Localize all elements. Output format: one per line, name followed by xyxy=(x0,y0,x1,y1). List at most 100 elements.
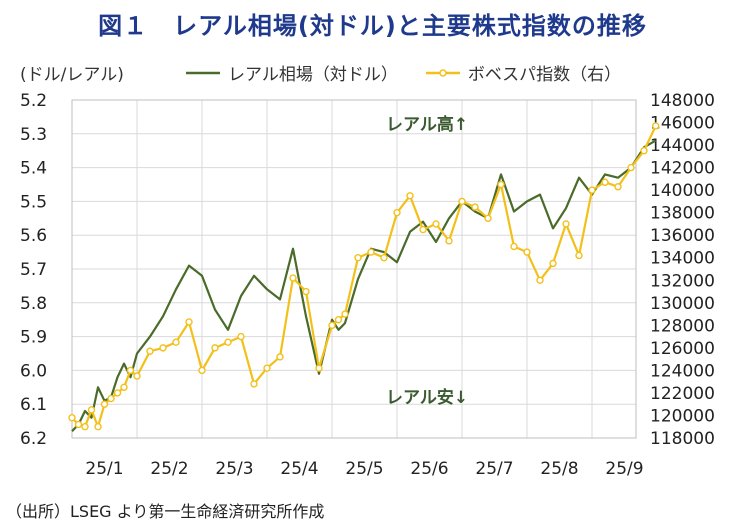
data-point xyxy=(133,372,141,380)
data-point xyxy=(250,380,258,388)
right-tick-label: 124000 xyxy=(650,361,715,381)
data-point xyxy=(185,318,193,326)
right-tick-label: 122000 xyxy=(650,384,715,404)
left-tick-label: 5.9 xyxy=(20,328,47,348)
right-tick-label: 132000 xyxy=(650,271,715,291)
data-point xyxy=(146,347,154,355)
data-point xyxy=(159,344,167,352)
data-point xyxy=(328,321,336,330)
x-tick-label: 25/3 xyxy=(215,459,253,479)
data-point xyxy=(289,274,297,282)
data-point xyxy=(549,259,557,268)
left-axis-unit: (ドル/レアル) xyxy=(20,65,124,85)
data-point xyxy=(113,389,122,397)
data-point xyxy=(393,208,401,217)
left-tick-label: 5.4 xyxy=(20,159,47,179)
data-point xyxy=(406,192,414,200)
right-tick-label: 142000 xyxy=(650,159,715,179)
data-point xyxy=(601,178,609,186)
left-tick-label: 5.8 xyxy=(20,294,47,314)
x-tick-label: 25/7 xyxy=(475,459,513,479)
data-point xyxy=(81,423,89,431)
right-tick-label: 138000 xyxy=(650,204,715,224)
data-point xyxy=(471,203,479,211)
annotation-real-strong: レアル高↑ xyxy=(386,114,468,135)
data-point xyxy=(315,364,323,372)
data-point xyxy=(341,310,349,318)
data-point xyxy=(523,248,531,256)
legend-label-real: レアル相場（対ドル） xyxy=(228,65,398,85)
grid-lines xyxy=(71,99,637,439)
left-tick-label: 5.6 xyxy=(20,226,47,246)
right-tick-label: 130000 xyxy=(650,294,715,314)
x-tick-label: 25/8 xyxy=(540,459,578,479)
legend-line-bovespa-icon xyxy=(425,68,460,77)
data-point xyxy=(640,146,648,155)
right-tick-label: 136000 xyxy=(650,226,715,246)
data-point xyxy=(575,251,583,260)
plot-border xyxy=(71,99,637,439)
left-tick-label: 6.1 xyxy=(20,395,47,415)
left-tick-label: 5.3 xyxy=(20,125,47,145)
x-tick-label: 25/2 xyxy=(150,459,188,479)
right-tick-label: 120000 xyxy=(650,406,715,426)
series-line xyxy=(71,125,657,428)
x-tick-label: 25/9 xyxy=(605,459,643,479)
data-point xyxy=(445,237,453,245)
data-point xyxy=(536,276,544,284)
data-point xyxy=(334,316,343,324)
x-axis-ticks: 25/1 25/2 25/3 25/4 25/5 25/6 25/7 25/8 25/9 xyxy=(85,459,643,479)
data-point xyxy=(100,400,109,408)
series-line xyxy=(71,139,657,432)
legend-item-bovespa: ボベスパ指数（右） xyxy=(425,60,621,85)
data-point xyxy=(68,414,76,422)
source-note: （出所）LSEG より第一生命経済研究所作成 xyxy=(6,502,325,521)
data-point xyxy=(263,364,271,372)
right-tick-label: 148000 xyxy=(650,91,715,111)
series-bovespa xyxy=(68,122,660,431)
data-point xyxy=(354,254,362,262)
data-point xyxy=(172,338,180,346)
data-point xyxy=(614,183,622,191)
data-point xyxy=(94,423,102,431)
left-tick-label: 5.2 xyxy=(20,91,47,111)
annotation-real-weak: レアル安↓ xyxy=(386,387,468,408)
data-point xyxy=(458,197,466,206)
left-tick-label: 5.7 xyxy=(20,260,47,280)
data-point xyxy=(74,420,83,429)
data-point xyxy=(419,225,427,234)
right-tick-label: 118000 xyxy=(650,429,715,449)
right-tick-label: 134000 xyxy=(650,249,715,269)
data-point xyxy=(484,214,492,223)
data-point xyxy=(120,383,128,391)
data-point xyxy=(107,394,115,403)
data-point xyxy=(302,287,310,296)
right-tick-label: 146000 xyxy=(650,114,715,134)
data-point xyxy=(497,180,505,189)
right-tick-label: 128000 xyxy=(650,316,715,336)
series-real xyxy=(71,139,657,432)
data-point xyxy=(432,220,440,228)
data-point xyxy=(380,254,388,262)
data-point xyxy=(126,366,135,375)
data-point xyxy=(588,186,596,194)
data-point xyxy=(198,366,206,375)
right-tick-label: 126000 xyxy=(650,339,715,359)
x-tick-label: 25/1 xyxy=(85,459,123,479)
right-tick-label: 144000 xyxy=(650,136,715,156)
left-tick-label: 6.0 xyxy=(20,361,47,381)
data-point xyxy=(224,338,232,346)
data-point xyxy=(510,242,518,251)
data-point xyxy=(562,220,570,228)
data-point xyxy=(276,353,284,361)
chart-title: 図１ レアル相場(対ドル)と主要株式指数の推移 xyxy=(98,12,647,40)
right-tick-label: 140000 xyxy=(650,181,715,201)
data-point xyxy=(211,344,219,352)
x-tick-label: 25/4 xyxy=(280,459,318,479)
data-point xyxy=(627,163,635,172)
x-tick-label: 25/5 xyxy=(345,459,383,479)
data-point xyxy=(87,406,96,414)
left-axis-ticks: 5.2 5.3 5.4 5.5 5.6 5.7 5.8 5.9 6.0 6.1 6.2 xyxy=(20,91,47,449)
